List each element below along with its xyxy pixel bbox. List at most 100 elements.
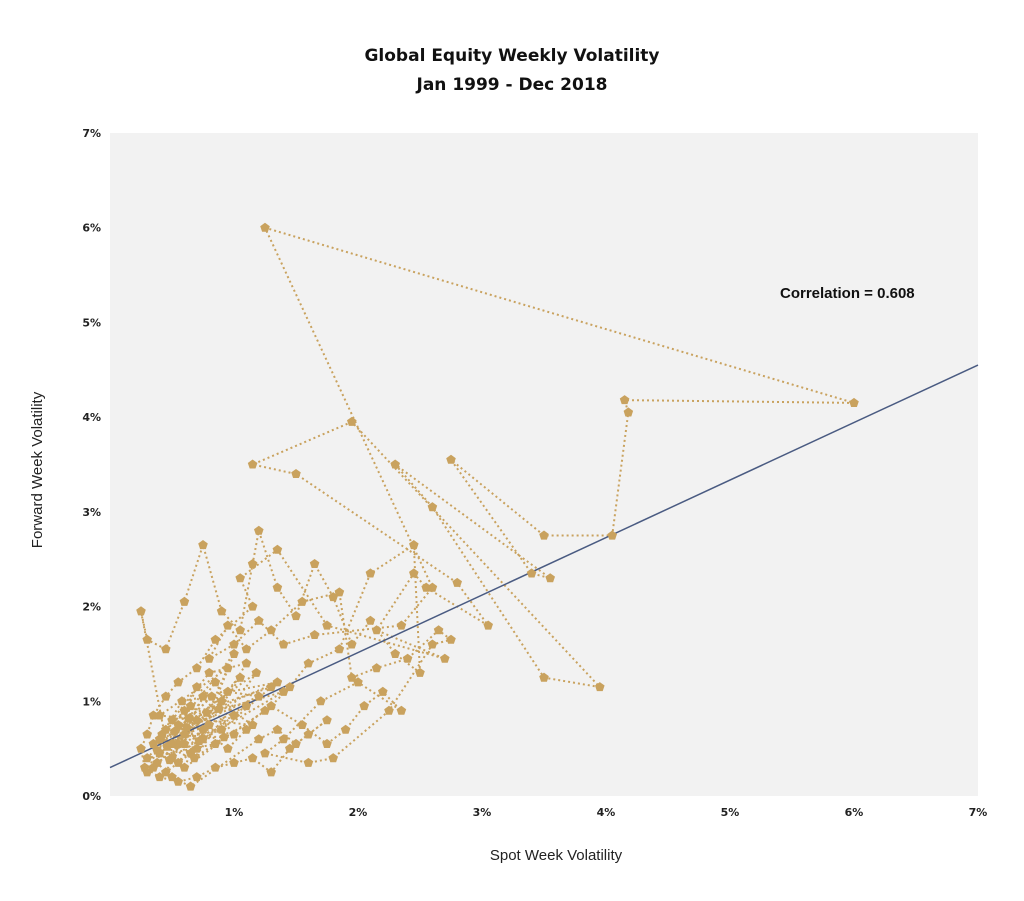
y-tick-label: 0% [82, 790, 101, 803]
data-point [254, 615, 264, 625]
data-point [278, 686, 289, 696]
data-point [291, 611, 301, 621]
data-point [154, 710, 165, 720]
data-point [316, 696, 326, 706]
data-point [526, 568, 537, 578]
data-point [322, 738, 332, 748]
data-point [173, 757, 183, 767]
y-axis-label: Forward Week Volatility [29, 391, 46, 548]
data-point [446, 454, 456, 464]
data-point [173, 720, 183, 729]
data-point [545, 573, 555, 583]
x-tick-label: 1% [225, 806, 244, 819]
data-layer [109, 222, 979, 791]
data-point [440, 653, 450, 663]
data-point [210, 738, 221, 748]
data-point [396, 620, 407, 630]
y-axis: 0% 1% 2% 3% 4% 5% 6% 7% [82, 127, 101, 803]
data-point [623, 407, 634, 417]
y-tick-label: 6% [82, 222, 101, 235]
data-point [247, 559, 258, 568]
data-point [247, 753, 258, 763]
data-point [340, 724, 351, 734]
data-point [167, 772, 177, 782]
data-point [189, 753, 200, 763]
data-point [427, 502, 438, 512]
data-point [334, 644, 345, 654]
data-point [254, 525, 264, 535]
data-point [164, 755, 175, 765]
data-point [303, 658, 314, 668]
data-point [260, 705, 270, 715]
data-point [384, 705, 394, 715]
data-point [390, 459, 400, 469]
data-point [185, 781, 196, 791]
correlation-annotation: Correlation = 0.608 [780, 285, 915, 302]
data-point [229, 648, 239, 658]
data-point [483, 620, 493, 630]
data-point [229, 757, 239, 767]
data-point [235, 672, 245, 682]
data-point [192, 743, 202, 753]
data-point [272, 677, 283, 687]
connecting-path [139, 226, 855, 788]
data-point [229, 729, 239, 739]
data-point [409, 568, 419, 578]
data-point [161, 691, 171, 701]
data-point [179, 738, 190, 748]
data-point [446, 634, 456, 644]
data-point [148, 710, 159, 720]
data-point [371, 625, 382, 635]
data-point [247, 601, 258, 611]
data-point [396, 705, 407, 715]
data-point [371, 663, 382, 673]
data-point [322, 715, 332, 725]
data-point [223, 620, 233, 630]
data-point [152, 745, 162, 755]
data-point [198, 691, 208, 701]
data-point [241, 701, 252, 711]
y-tick-label: 1% [82, 695, 101, 708]
data-point [390, 648, 400, 658]
data-point [539, 672, 549, 682]
data-point [328, 592, 338, 602]
x-axis: 1% 2% 3% 4% 5% 6% 7% [225, 806, 988, 819]
data-point [328, 753, 338, 763]
data-point [192, 682, 202, 692]
data-point [202, 707, 212, 717]
data-point [285, 682, 295, 692]
data-point [291, 469, 301, 478]
data-point [251, 667, 262, 677]
data-point [347, 416, 357, 426]
data-point [309, 630, 320, 639]
data-point [421, 582, 431, 592]
data-point [433, 625, 444, 635]
data-point [378, 686, 388, 696]
data-point [849, 397, 859, 407]
data-point [204, 667, 214, 677]
data-point [427, 639, 438, 649]
data-point [192, 772, 202, 782]
data-point [278, 639, 289, 649]
data-point [136, 743, 146, 753]
data-point [415, 667, 425, 677]
data-point [427, 582, 438, 592]
y-tick-label: 5% [82, 316, 101, 329]
data-point [241, 658, 252, 668]
plot-area [110, 133, 978, 796]
data-point [223, 663, 233, 673]
data-point [198, 540, 208, 550]
data-point [607, 530, 617, 540]
data-point [179, 596, 190, 606]
data-point [142, 634, 152, 644]
data-point [179, 705, 190, 715]
data-point [235, 573, 245, 583]
data-point [322, 620, 332, 630]
x-axis-label: Spot Week Volatility [490, 847, 623, 864]
data-point [260, 748, 270, 758]
data-point [266, 767, 276, 777]
x-tick-label: 3% [473, 806, 492, 819]
data-point [539, 530, 549, 540]
data-point [254, 691, 264, 701]
data-point [266, 701, 276, 711]
